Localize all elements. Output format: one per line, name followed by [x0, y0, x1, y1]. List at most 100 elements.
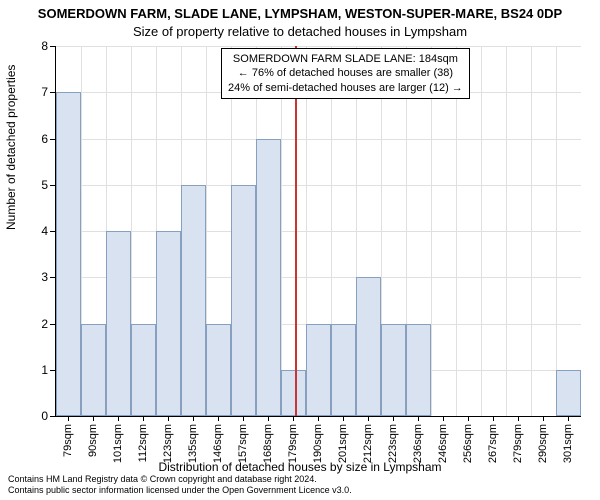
- gridline-v: [281, 46, 282, 416]
- y-tick-label: 5: [8, 178, 48, 192]
- x-tick-mark: [93, 416, 94, 421]
- x-tick-mark: [518, 416, 519, 421]
- gridline-h: [56, 231, 581, 232]
- histogram-bar: [306, 324, 331, 417]
- histogram-bar: [231, 185, 256, 416]
- footer-line2: Contains public sector information licen…: [8, 485, 352, 496]
- x-tick-mark: [543, 416, 544, 421]
- x-tick-label: 256sqm: [462, 424, 474, 463]
- histogram-bar: [256, 139, 281, 417]
- x-tick-mark: [293, 416, 294, 421]
- x-tick-label: 101sqm: [112, 424, 124, 463]
- x-tick-mark: [568, 416, 569, 421]
- y-tick-mark: [50, 185, 55, 186]
- gridline-v: [556, 46, 557, 416]
- x-tick-mark: [393, 416, 394, 421]
- x-axis-label: Distribution of detached houses by size …: [0, 460, 600, 474]
- x-tick-mark: [318, 416, 319, 421]
- histogram-bar: [206, 324, 231, 417]
- plot-area: SOMERDOWN FARM SLADE LANE: 184sqm← 76% o…: [55, 46, 581, 417]
- legend-line2: ← 76% of detached houses are smaller (38…: [228, 66, 463, 80]
- y-tick-mark: [50, 370, 55, 371]
- gridline-h: [56, 139, 581, 140]
- x-tick-mark: [168, 416, 169, 421]
- gridline-v: [431, 46, 432, 416]
- x-tick-label: 168sqm: [262, 424, 274, 463]
- x-tick-label: 90sqm: [87, 424, 99, 457]
- y-tick-mark: [50, 231, 55, 232]
- x-tick-label: 223sqm: [387, 424, 399, 463]
- y-tick-mark: [50, 46, 55, 47]
- gridline-h: [56, 277, 581, 278]
- x-tick-label: 146sqm: [212, 424, 224, 463]
- x-tick-label: 135sqm: [187, 424, 199, 463]
- chart-container: SOMERDOWN FARM, SLADE LANE, LYMPSHAM, WE…: [0, 0, 600, 500]
- x-tick-mark: [193, 416, 194, 421]
- histogram-bar: [331, 324, 356, 417]
- x-tick-label: 201sqm: [337, 424, 349, 463]
- x-tick-mark: [68, 416, 69, 421]
- footer-line1: Contains HM Land Registry data © Crown c…: [8, 474, 352, 485]
- y-tick-label: 3: [8, 270, 48, 284]
- histogram-bar: [281, 370, 306, 416]
- x-tick-label: 79sqm: [62, 424, 74, 457]
- gridline-v: [531, 46, 532, 416]
- gridline-v: [506, 46, 507, 416]
- x-tick-mark: [243, 416, 244, 421]
- y-tick-mark: [50, 324, 55, 325]
- x-tick-label: 179sqm: [287, 424, 299, 463]
- gridline-h: [56, 185, 581, 186]
- footer-attribution: Contains HM Land Registry data © Crown c…: [8, 474, 352, 496]
- x-tick-mark: [118, 416, 119, 421]
- x-tick-label: 290sqm: [537, 424, 549, 463]
- reference-line: [295, 46, 297, 416]
- y-tick-mark: [50, 92, 55, 93]
- x-tick-mark: [343, 416, 344, 421]
- histogram-bar: [131, 324, 156, 417]
- x-tick-label: 267sqm: [487, 424, 499, 463]
- y-tick-label: 7: [8, 85, 48, 99]
- histogram-bar: [406, 324, 431, 417]
- y-tick-label: 2: [8, 317, 48, 331]
- y-tick-mark: [50, 139, 55, 140]
- legend-line1: SOMERDOWN FARM SLADE LANE: 184sqm: [228, 52, 463, 66]
- x-tick-mark: [368, 416, 369, 421]
- y-tick-label: 0: [8, 409, 48, 423]
- x-tick-mark: [468, 416, 469, 421]
- x-tick-mark: [443, 416, 444, 421]
- histogram-bar: [81, 324, 106, 417]
- gridline-v: [481, 46, 482, 416]
- gridline-h: [56, 46, 581, 47]
- x-tick-mark: [493, 416, 494, 421]
- legend-box: SOMERDOWN FARM SLADE LANE: 184sqm← 76% o…: [221, 48, 470, 99]
- histogram-bar: [356, 277, 381, 416]
- x-tick-label: 112sqm: [137, 424, 149, 462]
- x-tick-mark: [143, 416, 144, 421]
- x-tick-mark: [268, 416, 269, 421]
- y-tick-label: 4: [8, 224, 48, 238]
- x-tick-label: 123sqm: [162, 424, 174, 463]
- histogram-bar: [56, 92, 81, 416]
- histogram-bar: [556, 370, 581, 416]
- y-tick-label: 1: [8, 363, 48, 377]
- histogram-bar: [106, 231, 131, 416]
- histogram-bar: [381, 324, 406, 417]
- x-tick-label: 279sqm: [512, 424, 524, 463]
- histogram-bar: [156, 231, 181, 416]
- histogram-bar: [181, 185, 206, 416]
- x-tick-label: 157sqm: [237, 424, 249, 463]
- x-tick-label: 246sqm: [437, 424, 449, 463]
- y-tick-label: 8: [8, 39, 48, 53]
- legend-line3: 24% of semi-detached houses are larger (…: [228, 81, 463, 95]
- x-tick-label: 212sqm: [362, 424, 374, 463]
- y-tick-label: 6: [8, 132, 48, 146]
- chart-subtitle: Size of property relative to detached ho…: [0, 24, 600, 39]
- x-tick-label: 301sqm: [562, 424, 574, 463]
- y-tick-mark: [50, 277, 55, 278]
- x-tick-label: 190sqm: [312, 424, 324, 463]
- x-tick-mark: [218, 416, 219, 421]
- gridline-v: [456, 46, 457, 416]
- chart-title: SOMERDOWN FARM, SLADE LANE, LYMPSHAM, WE…: [0, 6, 600, 21]
- x-tick-mark: [418, 416, 419, 421]
- y-tick-mark: [50, 416, 55, 417]
